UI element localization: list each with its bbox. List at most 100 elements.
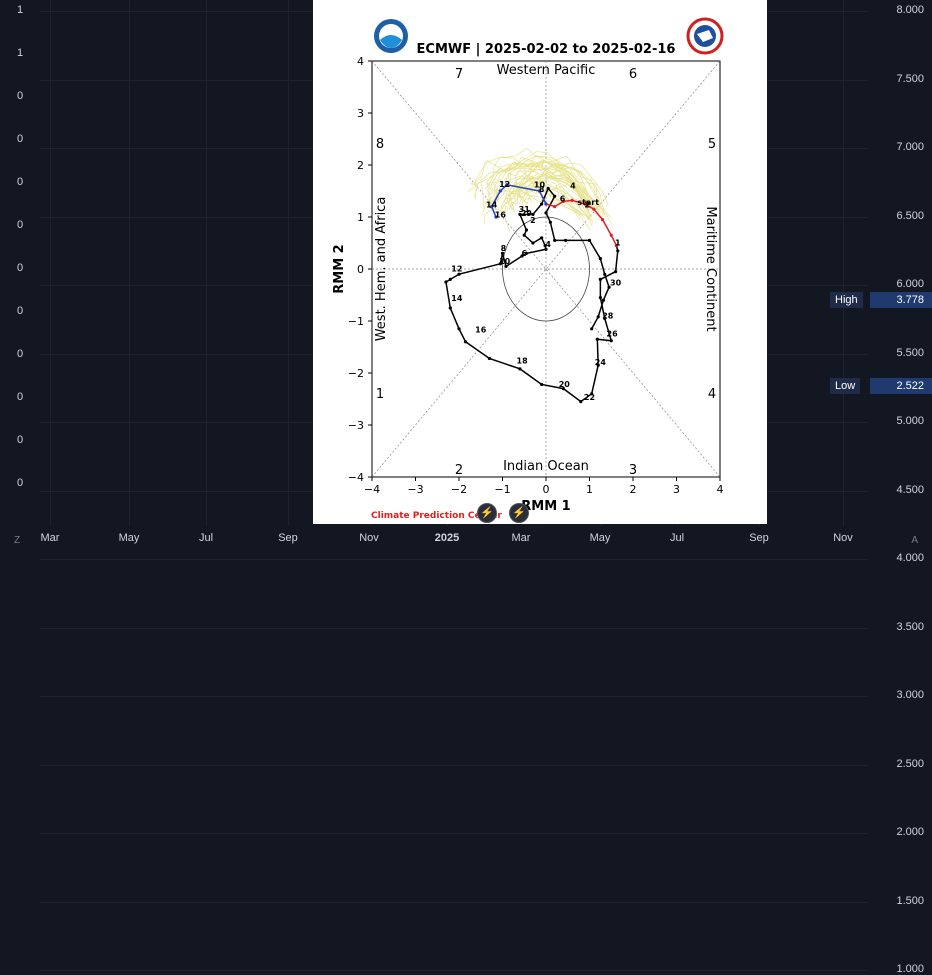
ensemble-member-line (498, 160, 590, 213)
observed-point (543, 244, 547, 248)
observed-point (540, 382, 544, 387)
right-axis-label: 2.000 (896, 826, 924, 838)
region-label: Indian Ocean (503, 459, 589, 474)
observed-point (524, 228, 529, 232)
left-axis-label: 0 (16, 90, 24, 102)
y-tick-label: −3 (348, 419, 364, 432)
observed-day-label: 8 (501, 244, 507, 253)
left-axis-label: 1 (16, 4, 24, 16)
observed-point (498, 262, 502, 266)
region-label: Maritime Continent (703, 206, 718, 331)
forecast-mean-point (614, 244, 619, 248)
observed-line (445, 186, 619, 403)
forecast-day-label: 8 (539, 185, 545, 194)
observed-day-label: 22 (584, 393, 595, 402)
chart-title: ECMWF | 2025-02-02 to 2025-02-16 (417, 42, 676, 57)
ensemble-member-line (480, 156, 597, 211)
observed-point (546, 186, 550, 190)
phase-number: 6 (629, 67, 637, 82)
observed-day-label: 24 (595, 358, 607, 367)
y-tick-label: 4 (357, 55, 364, 68)
noaa-logo (374, 19, 408, 53)
observed-day-label: 10 (499, 257, 511, 266)
time-axis-label: Jul (198, 532, 214, 544)
phase-number: 2 (455, 463, 463, 478)
y-tick-label: −1 (348, 315, 364, 328)
time-axis-label: Sep (278, 532, 298, 544)
observed-point (614, 270, 618, 274)
y-tick-label: 1 (357, 211, 364, 224)
observed-day-label: 12 (451, 265, 462, 274)
observed-point (561, 387, 565, 391)
observed-point (607, 285, 611, 289)
observed-point (448, 277, 452, 281)
observed-point (553, 194, 557, 198)
y-tick-label: −4 (348, 471, 364, 484)
low-label: Low (830, 378, 861, 394)
y-tick-label: 0 (357, 263, 364, 276)
phase-number: 7 (455, 67, 463, 82)
forecast-mean-point (561, 199, 565, 203)
grid-line (40, 901, 868, 903)
observed-point (616, 249, 620, 253)
observed-point (444, 280, 448, 284)
right-axis-label: 7.000 (896, 141, 924, 153)
observed-day-label: 2 (530, 216, 536, 225)
x-tick-label: 4 (717, 483, 724, 496)
right-axis-label: 3.500 (896, 620, 924, 633)
forecast-late-line (490, 183, 547, 218)
grid-line (50, 0, 51, 526)
mjo-phase-diagram: ECMWF | 2025-02-02 to 2025-02-16 −4 −4 −3 −… (313, 0, 767, 524)
left-axis-label: 0 (16, 133, 24, 145)
observed-point (596, 315, 600, 319)
ensemble-member-line (515, 155, 601, 204)
unit-circle (502, 216, 590, 322)
observed-point (553, 238, 557, 242)
time-axis-label: Nov (359, 532, 379, 544)
high-value: 3.778 (870, 292, 932, 308)
zoom-button[interactable]: Z (14, 535, 21, 546)
observed-point (587, 238, 592, 242)
observed-day-label: 6 (521, 249, 527, 258)
grid-line (206, 0, 207, 526)
left-axis-label: 1 (16, 47, 24, 59)
forecast-day-label: 16 (495, 211, 507, 220)
ensemble-member-line (485, 167, 595, 210)
observed-point (520, 254, 524, 258)
phase-number: 8 (376, 137, 384, 152)
observed-point (524, 251, 529, 255)
observed-point (598, 277, 602, 281)
indicator-button-1[interactable]: ⚡ (477, 503, 497, 523)
grid-line (40, 764, 868, 766)
grid-line (40, 970, 868, 971)
time-axis-label: Jul (669, 532, 685, 544)
time-axis-label: Sep (749, 532, 769, 544)
forecast-day-label: 12 (499, 180, 510, 189)
auto-scale-button[interactable]: A (911, 535, 918, 546)
x-tick-label: 2 (630, 483, 637, 496)
time-axis-label: May (589, 532, 611, 544)
observed-point (504, 264, 508, 268)
right-axis-label: 1.500 (896, 894, 924, 907)
x-axis-title: RMM 1 (521, 499, 570, 514)
high-marker: High 3.778 (830, 292, 932, 308)
observed-point (518, 367, 522, 371)
forecast-day-label: 2 (585, 201, 591, 210)
time-axis-label: Nov (833, 532, 853, 544)
observed-point (603, 316, 607, 320)
x-tick-label: −4 (364, 483, 380, 496)
indicator-button-2[interactable]: ⚡ (509, 503, 529, 523)
grid-line (129, 0, 130, 526)
x-tick-label: −1 (494, 483, 510, 496)
left-axis-label: 0 (16, 434, 24, 446)
observed-point (540, 236, 544, 240)
forecast-mean-point (600, 218, 605, 222)
observed-point (522, 233, 526, 237)
forecast-mean-point (583, 202, 587, 206)
ensemble-member-line (486, 160, 590, 213)
ensemble-member-line (510, 179, 613, 226)
observed-point (448, 306, 452, 310)
phase-number: 4 (708, 387, 716, 402)
observed-point (531, 241, 535, 245)
forecast-late-point (494, 215, 498, 219)
